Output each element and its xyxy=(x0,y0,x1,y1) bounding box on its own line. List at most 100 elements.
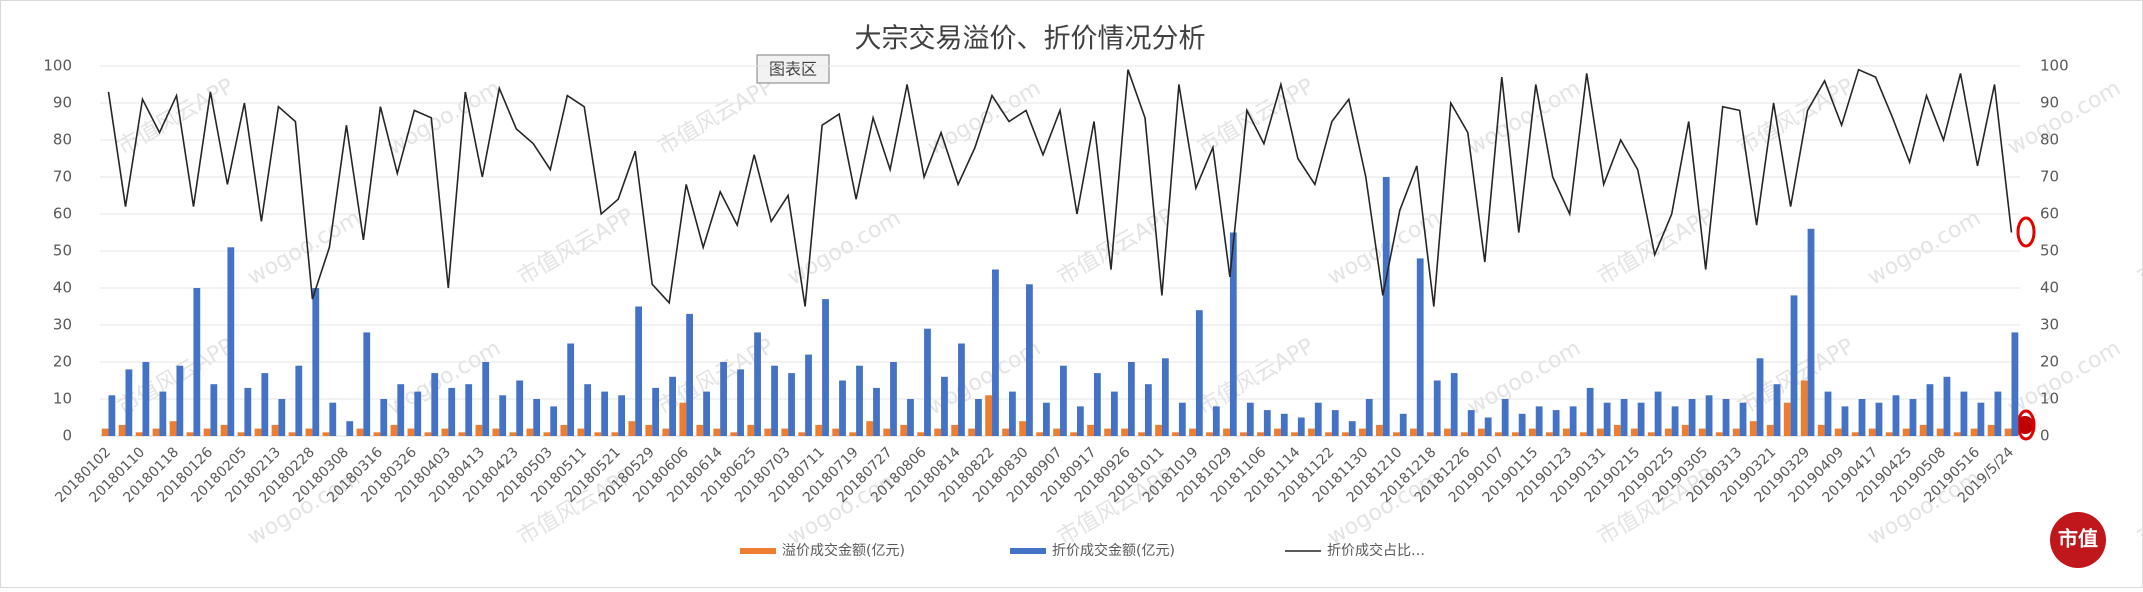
bar xyxy=(1128,362,1135,436)
bar xyxy=(289,432,296,436)
bar xyxy=(1910,399,1917,436)
bar xyxy=(329,403,336,436)
bar xyxy=(1247,403,1254,436)
y2-tick-label: 70 xyxy=(2040,168,2059,186)
bar xyxy=(771,366,778,436)
bar xyxy=(1852,432,1859,436)
bar xyxy=(1682,425,1689,436)
bar xyxy=(1869,429,1876,436)
bar xyxy=(1094,373,1101,436)
bar xyxy=(873,388,880,436)
bar xyxy=(1978,403,1985,436)
bar xyxy=(1240,432,1247,436)
bar xyxy=(170,421,177,436)
bar xyxy=(1359,429,1366,436)
bar xyxy=(1604,403,1611,436)
bar xyxy=(1920,425,1927,436)
bar xyxy=(1349,421,1356,436)
bar xyxy=(1801,381,1808,437)
bar xyxy=(1784,403,1791,436)
bar xyxy=(448,388,455,436)
bar xyxy=(1206,432,1213,436)
bar xyxy=(560,425,567,436)
bar xyxy=(645,425,652,436)
bar xyxy=(159,392,166,436)
bar xyxy=(822,299,829,436)
bar xyxy=(1529,429,1536,436)
tooltip: 图表区 xyxy=(769,60,817,79)
bar xyxy=(1077,406,1084,436)
bar xyxy=(543,432,550,436)
y2-tick-label: 40 xyxy=(2040,279,2059,297)
bar xyxy=(883,429,890,436)
bar xyxy=(357,429,364,436)
bar xyxy=(119,425,126,436)
bar xyxy=(1886,432,1893,436)
bar xyxy=(907,399,914,436)
legend-swatch xyxy=(740,548,776,554)
bar xyxy=(924,329,931,436)
bar xyxy=(696,425,703,436)
bar xyxy=(509,432,516,436)
bar xyxy=(442,429,449,436)
bar xyxy=(1019,421,1026,436)
bar xyxy=(975,399,982,436)
y-tick-label: 100 xyxy=(43,57,72,75)
bar xyxy=(1995,392,2002,436)
bar xyxy=(255,429,262,436)
bar xyxy=(1638,403,1645,436)
bar xyxy=(1162,358,1169,436)
chart-title: 大宗交易溢价、折价情况分析 xyxy=(855,24,1206,55)
bar xyxy=(221,425,228,436)
bar xyxy=(1325,432,1332,436)
bar xyxy=(136,432,143,436)
bar xyxy=(1546,432,1553,436)
bar xyxy=(1587,388,1594,436)
bar xyxy=(1315,403,1322,436)
bar xyxy=(720,362,727,436)
bar xyxy=(1393,432,1400,436)
bar xyxy=(425,432,432,436)
bar xyxy=(849,432,856,436)
bar xyxy=(492,429,499,436)
bar xyxy=(1757,358,1764,436)
bar xyxy=(781,429,788,436)
bar xyxy=(1954,432,1961,436)
bar xyxy=(1570,406,1577,436)
bar xyxy=(1512,432,1519,436)
y-tick-label: 20 xyxy=(53,353,72,371)
y2-tick-label: 90 xyxy=(2040,94,2059,112)
bar xyxy=(968,429,975,436)
bar xyxy=(153,429,160,436)
bar xyxy=(1002,429,1009,436)
bar xyxy=(142,362,149,436)
bar xyxy=(577,429,584,436)
y2-tick-label: 60 xyxy=(2040,205,2059,223)
bar xyxy=(951,425,958,436)
bar xyxy=(679,403,686,436)
legend-label: 折价成交金额(亿元) xyxy=(1052,542,1175,559)
bar xyxy=(686,314,693,436)
bar xyxy=(1988,425,1995,436)
bar xyxy=(1597,429,1604,436)
bar xyxy=(1196,310,1203,436)
bar xyxy=(1808,229,1815,436)
bar xyxy=(1427,432,1434,436)
bar xyxy=(890,362,897,436)
bar xyxy=(635,307,642,437)
bar xyxy=(2012,332,2019,436)
bar xyxy=(839,381,846,437)
bar xyxy=(1308,429,1315,436)
bar xyxy=(526,429,533,436)
bar xyxy=(805,355,812,436)
bar xyxy=(1281,414,1288,436)
bar xyxy=(1189,429,1196,436)
bar xyxy=(408,429,415,436)
bar xyxy=(1104,429,1111,436)
bar xyxy=(295,366,302,436)
bar xyxy=(550,406,557,436)
bar xyxy=(601,392,608,436)
bar xyxy=(917,432,924,436)
bar xyxy=(261,373,268,436)
bar xyxy=(2005,429,2012,436)
